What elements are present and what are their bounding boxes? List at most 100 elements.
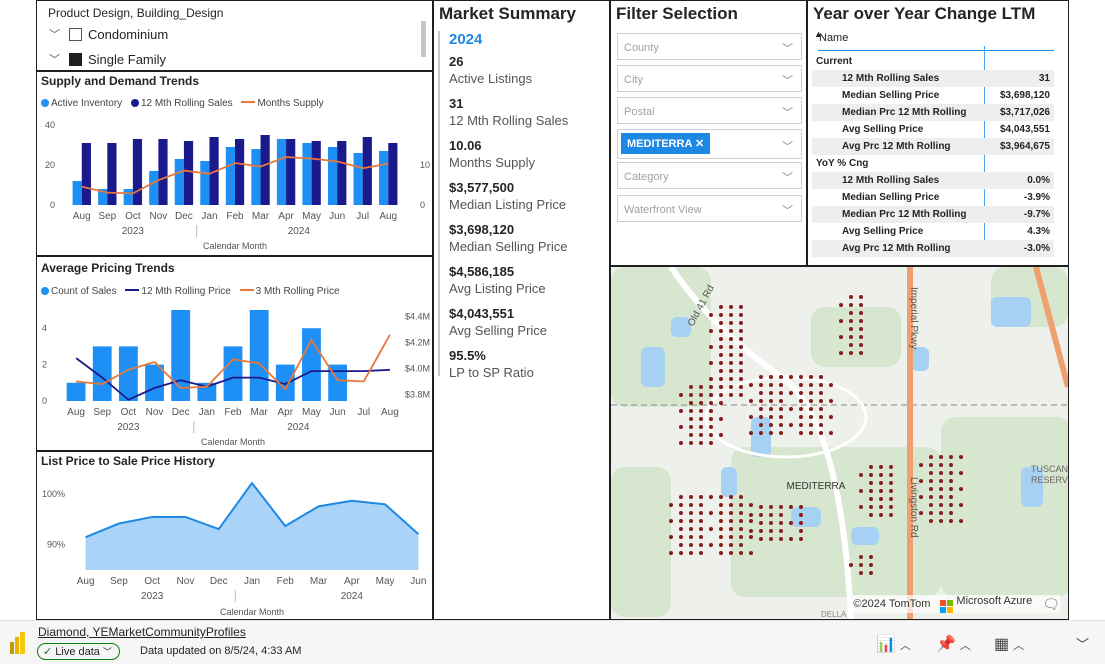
listing-marker — [959, 503, 963, 507]
table-row[interactable]: Median Selling Price $3,698,120 — [812, 87, 1054, 104]
metric-value: 31 — [449, 96, 464, 111]
table-group-row[interactable]: Current — [812, 53, 1054, 70]
area-label: MEDITERRA — [787, 481, 846, 492]
filter-postal[interactable]: Postal ﹀ — [617, 97, 802, 124]
slicer-item-single-family[interactable]: ﹀ Single Family — [49, 51, 166, 67]
listing-marker — [719, 535, 723, 539]
x-tick-label: Jan — [199, 407, 215, 418]
row-label: 12 Mth Rolling Sales — [842, 73, 940, 84]
listing-marker — [719, 361, 723, 365]
listing-marker — [729, 503, 733, 507]
row-label: Avg Prc 12 Mth Rolling — [842, 141, 951, 152]
area-label: DELLA — [821, 610, 847, 619]
table-row[interactable]: Avg Prc 12 Mth Rolling $3,964,675 — [812, 138, 1054, 155]
listing-marker — [749, 519, 753, 523]
column-header[interactable]: Name — [819, 32, 849, 44]
sort-icon[interactable]: ▲ — [814, 29, 823, 39]
chevron-down-icon[interactable]: ﹀ — [782, 141, 793, 153]
slicer-item-condominium[interactable]: ﹀ Condominium — [49, 26, 168, 42]
table-row[interactable]: 12 Mth Rolling Sales 0.0% — [812, 172, 1054, 189]
chevron-down-icon[interactable]: ﹀ — [782, 205, 793, 217]
table-row[interactable]: Avg Selling Price 4.3% — [812, 223, 1054, 240]
legend-label: Active Inventory — [51, 98, 123, 109]
close-icon[interactable]: ✕ — [695, 138, 705, 150]
metric-value: $4,043,551 — [449, 306, 515, 321]
row-label: Median Prc 12 Mth Rolling — [842, 209, 967, 220]
listing-marker — [919, 511, 923, 515]
table-row[interactable]: Median Prc 12 Mth Rolling $3,717,026 — [812, 104, 1054, 121]
listing-marker — [869, 465, 873, 469]
summary-metric: 95.5% LP to SP Ratio — [449, 348, 534, 380]
listing-marker — [679, 551, 683, 555]
listing-marker — [879, 465, 883, 469]
y-tick-label: 4 — [42, 323, 47, 333]
listing-marker — [859, 563, 863, 567]
filter-county[interactable]: County ﹀ — [617, 33, 802, 60]
checkbox-icon[interactable] — [69, 27, 82, 41]
filter-city[interactable]: City ﹀ — [617, 65, 802, 92]
x-axis-label: Calendar Month — [203, 241, 267, 251]
listing-marker — [799, 505, 803, 509]
chevron-down-icon[interactable]: ﹀ — [1076, 637, 1090, 652]
listing-marker — [769, 423, 773, 427]
power-bi-logo-icon — [10, 632, 25, 654]
x-tick-label: Aug — [381, 407, 399, 418]
listing-marker — [739, 503, 743, 507]
bar-count-of-sales — [275, 364, 295, 401]
filter-category[interactable]: Category ﹀ — [617, 162, 802, 189]
listing-marker — [779, 423, 783, 427]
filter-community[interactable]: MEDITERRA ✕ ﹀ — [617, 129, 802, 159]
listing-marker — [819, 391, 823, 395]
chevron-down-icon[interactable]: ﹀ — [782, 75, 793, 87]
listing-marker — [859, 343, 863, 347]
listing-marker — [819, 423, 823, 427]
listing-marker — [799, 391, 803, 395]
live-data-button[interactable]: ✓ Live data ﹀ — [37, 643, 121, 660]
filter-selection-panel: Filter Selection County ﹀ City ﹀ Postal ﹀ M… — [610, 0, 807, 266]
bar-rolling-sales — [388, 143, 398, 205]
listing-marker — [669, 519, 673, 523]
listing-marker — [799, 431, 803, 435]
bar-active-inventory — [353, 153, 363, 205]
scrollbar[interactable] — [421, 21, 426, 57]
chart-legend: Count of Sales 12 Mth Rolling Price 3 Mt… — [41, 286, 346, 297]
park-area — [941, 417, 1068, 597]
chevron-down-icon[interactable]: ﹀ — [49, 29, 60, 41]
table-row[interactable]: Avg Selling Price $4,043,551 — [812, 121, 1054, 138]
filter-chip[interactable]: MEDITERRA ✕ — [621, 133, 711, 154]
feedback-icon[interactable]: 🗨 — [1042, 595, 1060, 612]
line-months-supply — [81, 156, 389, 195]
listing-marker — [699, 393, 703, 397]
report-name-link[interactable]: Diamond, YEMarketCommunityProfiles — [38, 625, 246, 639]
listing-marker — [709, 409, 713, 413]
listing-marker — [739, 377, 743, 381]
chevron-down-icon[interactable]: ﹀ — [782, 43, 793, 55]
chevron-down-icon[interactable]: ﹀ — [49, 54, 60, 66]
listing-marker — [949, 487, 953, 491]
checkbox-checked-icon[interactable] — [69, 52, 82, 66]
listing-marker — [739, 321, 743, 325]
x-tick-label: Nov — [146, 407, 164, 418]
layout-grid-icon[interactable]: ▦ ︿ — [994, 636, 1025, 653]
legend-label: 12 Mth Rolling Sales — [140, 98, 233, 109]
table-row[interactable]: Avg Prc 12 Mth Rolling -3.0% — [812, 240, 1054, 257]
line-12mth-rolling-price — [75, 357, 390, 401]
listing-marker — [769, 399, 773, 403]
table-row[interactable]: 12 Mth Rolling Sales 31 — [812, 70, 1054, 87]
filter-waterfront-view[interactable]: Waterfront View ﹀ — [617, 195, 802, 222]
listing-marker — [869, 563, 873, 567]
map-panel[interactable]: Old 41 Rd Imperial Pkwy Livingston Rd MEDIT… — [610, 266, 1069, 620]
table-group-row[interactable]: YoY % Cng — [812, 155, 1054, 172]
listing-marker — [709, 345, 713, 349]
visual-chart-icon[interactable]: 📊 ︿ — [876, 636, 911, 653]
table-row[interactable]: Median Prc 12 Mth Rolling -9.7% — [812, 206, 1054, 223]
chevron-down-icon[interactable]: ﹀ — [782, 107, 793, 119]
listing-marker — [719, 417, 723, 421]
table-row[interactable]: Median Selling Price -3.9% — [812, 189, 1054, 206]
chevron-down-icon[interactable]: ﹀ — [782, 172, 793, 184]
listing-marker — [769, 383, 773, 387]
listing-marker — [689, 519, 693, 523]
bar-count-of-sales — [145, 364, 164, 401]
pin-icon[interactable]: 📌 ︿ — [936, 636, 971, 653]
